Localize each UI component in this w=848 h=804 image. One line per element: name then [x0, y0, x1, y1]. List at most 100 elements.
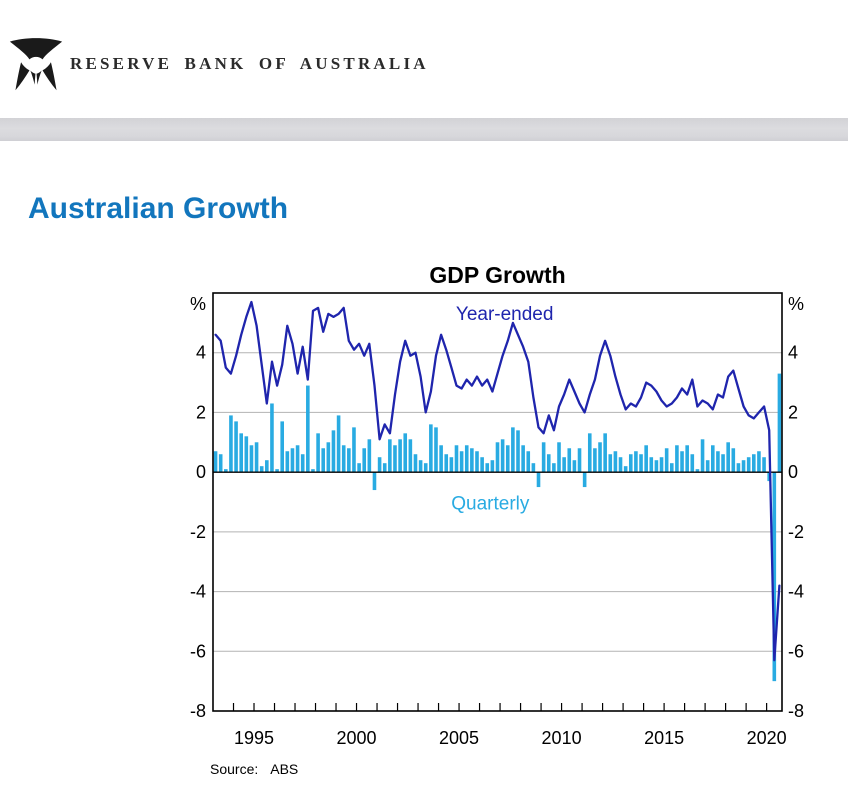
- quarterly-bar: [582, 472, 587, 488]
- quarterly-bar: [577, 448, 582, 473]
- rba-logo-icon[interactable]: [8, 37, 64, 93]
- quarterly-bar: [295, 445, 300, 473]
- quarterly-bar: [746, 457, 751, 473]
- quarterly-bar: [777, 373, 782, 473]
- quarterly-bar: [306, 385, 310, 473]
- quarterly-bar: [500, 439, 505, 473]
- series-label-quarterly: Quarterly: [451, 493, 530, 514]
- quarterly-bar: [644, 445, 648, 473]
- quarterly-bar: [341, 445, 346, 473]
- chart-title: GDP Growth: [429, 262, 565, 288]
- quarterly-bar: [285, 451, 290, 473]
- y-axis-unit-left: %: [190, 294, 206, 314]
- quarterly-bar: [275, 469, 279, 473]
- y-tick-label-right: -2: [788, 522, 804, 542]
- quarterly-bar: [224, 469, 228, 473]
- quarterly-bar: [516, 430, 520, 473]
- y-axis-unit-right: %: [788, 294, 804, 314]
- quarterly-bar: [762, 457, 766, 473]
- quarterly-bar: [418, 460, 423, 473]
- quarterly-bar: [511, 427, 515, 473]
- series-label-year-ended: Year-ended: [456, 304, 554, 325]
- quarterly-bar: [593, 448, 597, 473]
- quarterly-bar: [423, 463, 428, 473]
- quarterly-bar: [382, 463, 387, 473]
- quarterly-bar: [265, 460, 269, 473]
- quarterly-bar: [695, 469, 700, 473]
- quarterly-bar: [700, 439, 705, 473]
- quarterly-bar: [429, 424, 433, 473]
- quarterly-bar: [757, 451, 761, 473]
- quarterly-bar: [398, 439, 402, 473]
- x-tick-label: 1995: [234, 728, 274, 748]
- quarterly-bar: [372, 472, 377, 491]
- quarterly-bar: [326, 442, 331, 473]
- quarterly-bar: [464, 445, 469, 473]
- quarterly-bar: [336, 415, 341, 473]
- quarterly-bar: [721, 454, 725, 473]
- quarterly-bar: [444, 454, 449, 473]
- quarterly-bar: [362, 448, 367, 473]
- x-tick-label: 2020: [747, 728, 787, 748]
- x-tick-label: 2000: [337, 728, 377, 748]
- quarterly-bar: [659, 457, 664, 473]
- gdp-chart: 1995 2000 2005 2010 2015 2020 4 4 2 2 0 0 -2 -2 -4 -4 -6…: [190, 262, 804, 748]
- y-tick-label-left: 2: [196, 402, 206, 422]
- y-tick-label-left: -4: [190, 582, 206, 602]
- y-tick-label-right: -8: [788, 701, 804, 721]
- quarterly-bar: [234, 421, 238, 473]
- x-tick-label: 2005: [439, 728, 479, 748]
- quarterly-bar: [664, 448, 669, 473]
- quarterly-bar: [347, 448, 351, 473]
- quarterly-bar: [290, 448, 295, 473]
- quarterly-bar: [726, 442, 730, 473]
- quarterly-bar: [741, 460, 746, 473]
- y-tick-label-left: -2: [190, 522, 206, 542]
- x-tick-label: 2010: [542, 728, 582, 748]
- quarterly-bar: [229, 415, 233, 473]
- y-tick-label-right: -4: [788, 582, 804, 602]
- quarterly-bar: [521, 445, 525, 473]
- y-tick-label-left: -6: [190, 641, 206, 661]
- nav-bar: [0, 118, 848, 141]
- quarterly-bar: [470, 448, 474, 473]
- quarterly-bar: [316, 433, 320, 473]
- quarterly-bars: [213, 373, 782, 682]
- quarterly-bar: [731, 448, 736, 473]
- quarterly-bar: [705, 460, 710, 473]
- quarterly-bar: [562, 457, 566, 473]
- source-value: ABS: [270, 761, 299, 777]
- quarterly-bar: [685, 445, 689, 473]
- quarterly-bar: [505, 445, 510, 473]
- quarterly-bar: [639, 454, 643, 473]
- quarterly-bar: [249, 445, 254, 473]
- quarterly-bar: [352, 427, 356, 473]
- y-tick-label-right: 4: [788, 343, 798, 363]
- site-header: RESERVE BANK OF AUSTRALIA: [0, 0, 848, 118]
- x-axis-ticks: [232, 703, 768, 711]
- quarterly-bar: [280, 421, 285, 473]
- quarterly-bar: [710, 445, 715, 473]
- quarterly-bar: [377, 457, 382, 473]
- quarterly-bar: [772, 472, 777, 682]
- quarterly-bar: [690, 454, 695, 473]
- quarterly-bar: [541, 442, 546, 473]
- page-title: Australian Growth: [28, 192, 289, 225]
- y-tick-label-right: 0: [788, 462, 798, 482]
- quarterly-bar: [680, 451, 684, 473]
- quarterly-bar: [218, 454, 223, 473]
- quarterly-bar: [654, 460, 659, 473]
- quarterly-bar: [587, 433, 592, 473]
- quarterly-bar: [321, 448, 326, 473]
- quarterly-bar: [669, 463, 674, 473]
- quarterly-bar: [213, 451, 218, 473]
- quarterly-bar: [475, 451, 479, 473]
- quarterly-bar: [628, 454, 633, 473]
- year-ended-line: [214, 300, 781, 662]
- quarterly-bar: [454, 445, 459, 473]
- quarterly-bar: [526, 451, 531, 473]
- quarterly-bar: [259, 466, 264, 473]
- y-tick-label-left: 4: [196, 343, 206, 363]
- quarterly-bar: [393, 445, 397, 473]
- quarterly-bar: [439, 445, 443, 473]
